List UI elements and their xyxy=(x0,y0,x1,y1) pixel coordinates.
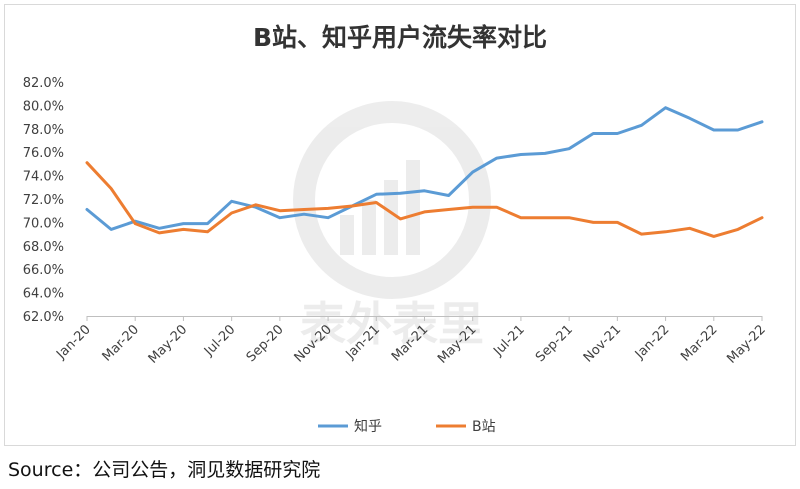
y-tick-label: 70.0% xyxy=(23,216,64,231)
x-tick-label: Jan-20 xyxy=(53,322,94,363)
x-tick-label: May-22 xyxy=(724,322,768,366)
y-tick-label: 76.0% xyxy=(23,146,64,161)
x-tick-label: Mar-20 xyxy=(100,322,142,364)
legend-label: B站 xyxy=(472,419,496,435)
x-tick-label: Sep-20 xyxy=(244,322,287,365)
y-tick-label: 62.0% xyxy=(23,310,64,325)
y-tick-label: 66.0% xyxy=(23,263,64,278)
x-tick-label: Jul-20 xyxy=(201,322,238,359)
line-chart: 表外表里 B站、知乎用户流失率对比 62.0% 64.0% 66.0% 68.0% 70… xyxy=(23,23,769,435)
y-tick-label: 72.0% xyxy=(23,193,64,208)
legend: 知乎 B站 xyxy=(318,418,496,435)
source-note: Source：公司公告，洞见数据研究院 xyxy=(8,459,321,481)
series-line-1 xyxy=(85,161,764,238)
x-tick-label: Jul-21 xyxy=(490,322,527,359)
x-tick-label: Nov-21 xyxy=(581,322,624,365)
y-tick-label: 78.0% xyxy=(23,123,64,138)
y-tick-label: 82.0% xyxy=(23,76,64,91)
y-tick-label: 64.0% xyxy=(23,287,64,302)
y-axis: 62.0% 64.0% 66.0% 68.0% 70.0% 72.0% 74.0% 76.0%… xyxy=(23,76,64,325)
x-tick-label: Jan-22 xyxy=(632,322,673,363)
watermark-text: 表外表里 xyxy=(300,297,484,351)
watermark-logo: 表外表里 xyxy=(293,101,491,351)
x-tick-label: May-20 xyxy=(146,322,190,366)
x-tick-label: Mar-22 xyxy=(678,322,720,364)
y-tick-label: 80.0% xyxy=(23,99,64,114)
series-layer xyxy=(85,106,764,238)
y-tick-label: 68.0% xyxy=(23,240,64,255)
x-tick-label: Sep-21 xyxy=(533,322,576,365)
chart-title: B站、知乎用户流失率对比 xyxy=(253,23,547,52)
legend-label: 知乎 xyxy=(354,418,382,435)
y-tick-label: 74.0% xyxy=(23,170,64,185)
series-line-0 xyxy=(85,106,764,231)
